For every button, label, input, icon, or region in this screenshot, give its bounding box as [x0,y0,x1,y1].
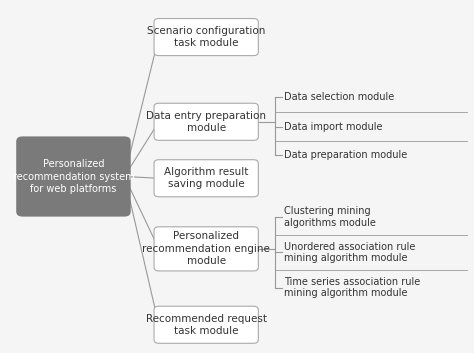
Text: Data entry preparation
module: Data entry preparation module [146,110,266,133]
Text: Time series association rule
mining algorithm module: Time series association rule mining algo… [284,277,420,299]
Text: Scenario configuration
task module: Scenario configuration task module [147,26,265,48]
Text: Data preparation module: Data preparation module [284,150,408,160]
Text: Algorithm result
saving module: Algorithm result saving module [164,167,248,190]
Text: Personalized
recommendation engine
module: Personalized recommendation engine modul… [142,232,270,266]
Text: Recommended request
task module: Recommended request task module [146,313,267,336]
Text: Unordered association rule
mining algorithm module: Unordered association rule mining algori… [284,241,416,263]
FancyBboxPatch shape [17,137,130,216]
FancyBboxPatch shape [154,306,258,343]
Text: Clustering mining
algorithms module: Clustering mining algorithms module [284,206,376,228]
FancyBboxPatch shape [154,227,258,271]
Text: Data selection module: Data selection module [284,92,395,102]
FancyBboxPatch shape [154,103,258,140]
Text: Personalized
recommendation system
for web platforms: Personalized recommendation system for w… [13,159,134,194]
FancyBboxPatch shape [154,160,258,197]
FancyBboxPatch shape [154,18,258,55]
Text: Data import module: Data import module [284,122,383,132]
